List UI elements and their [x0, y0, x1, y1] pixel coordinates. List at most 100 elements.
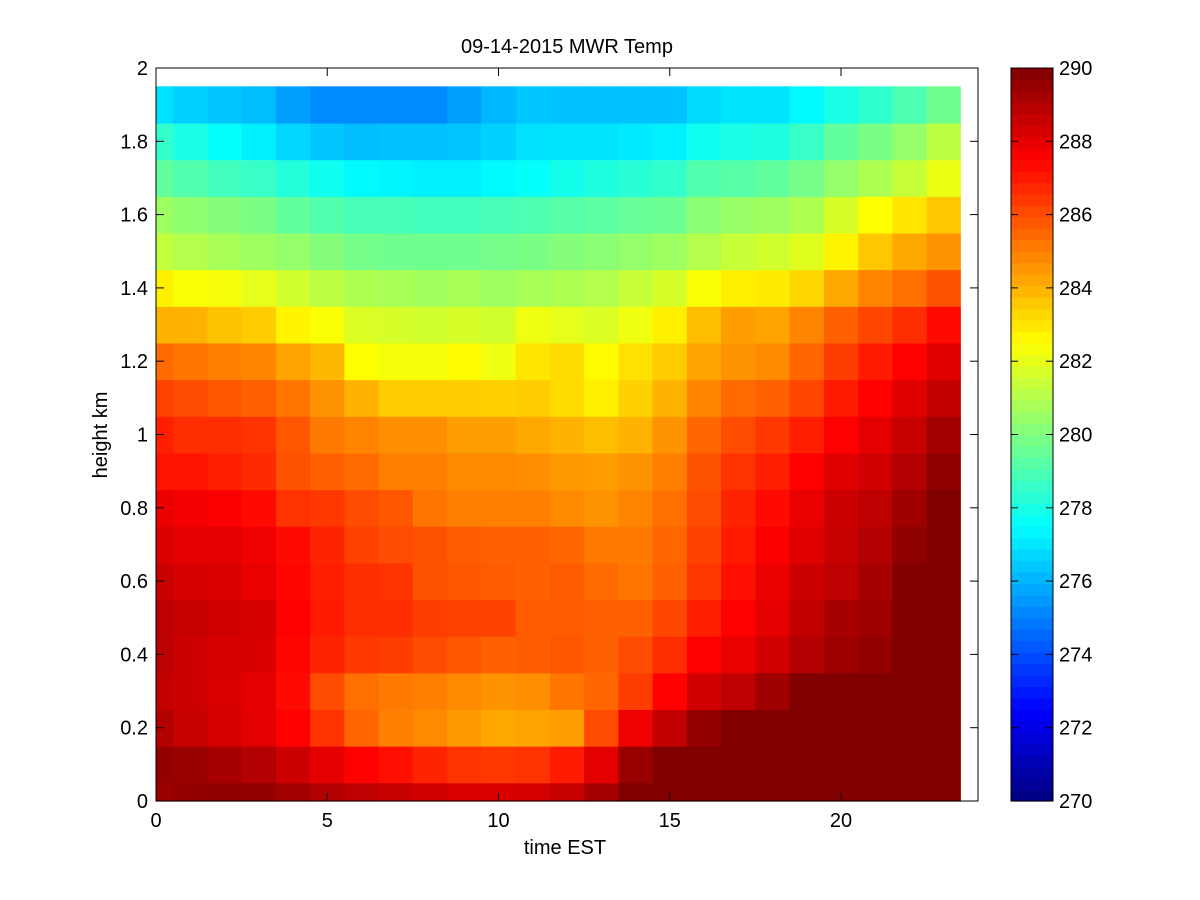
- colorbar-segment: [1011, 285, 1053, 298]
- heatmap-cell: [926, 86, 962, 124]
- colorbar-segment: [1011, 68, 1053, 81]
- heatmap-cell: [241, 379, 277, 417]
- heatmap-cell: [858, 122, 893, 161]
- heatmap-cell: [618, 196, 654, 234]
- heatmap-cell: [156, 269, 174, 307]
- heatmap-cell: [789, 269, 825, 307]
- heatmap-cell: [481, 599, 517, 637]
- heatmap-cell: [481, 232, 517, 271]
- colorbar-segment: [1011, 709, 1053, 722]
- heatmap-cell: [721, 562, 756, 601]
- heatmap-cell: [481, 416, 517, 454]
- heatmap-cell: [275, 672, 311, 710]
- heatmap-cell: [618, 746, 654, 784]
- heatmap-cell: [823, 672, 859, 710]
- x-axis-label: time EST: [524, 837, 606, 859]
- heatmap-cell: [156, 86, 174, 124]
- heatmap-cell: [755, 562, 791, 601]
- heatmap-cell: [823, 379, 859, 417]
- heatmap-cell: [686, 782, 722, 802]
- heatmap-cell: [412, 379, 448, 417]
- x-tick-label: 10: [487, 810, 509, 832]
- heatmap-cell: [173, 86, 208, 124]
- heatmap-cell: [412, 452, 448, 491]
- colorbar-segment: [1011, 480, 1053, 493]
- heatmap-cell: [378, 416, 414, 454]
- colorbar-segment: [1011, 297, 1053, 310]
- heatmap-cell: [447, 526, 482, 564]
- heatmap-cell: [892, 342, 928, 381]
- heatmap-cell: [755, 746, 791, 784]
- heatmap-cell: [652, 709, 688, 747]
- heatmap-cell: [515, 746, 551, 784]
- heatmap-cell: [858, 232, 893, 271]
- colorbar-segment: [1011, 193, 1053, 207]
- heatmap-cell: [926, 306, 962, 344]
- heatmap-cell: [686, 746, 722, 784]
- heatmap-cell: [926, 782, 962, 802]
- heatmap-cell: [378, 196, 414, 234]
- heatmap-cell: [241, 782, 277, 802]
- heatmap-cell: [207, 379, 243, 417]
- y-axis-ticks: 0 0.2 0.4 0.6 0.8 1 1.2 1.4 1.6 1.8 2: [120, 58, 978, 813]
- heatmap-cell: [412, 416, 448, 454]
- heatmap-cell: [481, 196, 517, 234]
- heatmap-cell: [823, 746, 859, 784]
- heatmap-cell: [755, 416, 791, 454]
- heatmap-cell: [412, 342, 448, 381]
- heatmap-cell: [721, 416, 756, 454]
- colorbar-segment: [1011, 594, 1053, 607]
- heatmap-cell: [241, 122, 277, 161]
- colorbar-tick-label: 288: [1059, 131, 1092, 153]
- heatmap-cell: [755, 269, 791, 307]
- heatmap-cell: [892, 86, 928, 124]
- heatmap-cell: [447, 562, 482, 601]
- heatmap-cell: [515, 562, 551, 601]
- heatmap-cell: [344, 342, 380, 381]
- y-tick-label: 1.6: [120, 205, 148, 227]
- colorbar-segment: [1011, 251, 1053, 264]
- heatmap-cell: [926, 599, 962, 637]
- heatmap-cell: [156, 379, 174, 417]
- heatmap-cell: [618, 232, 654, 271]
- heatmap-cell: [892, 306, 928, 344]
- heatmap-cell: [275, 269, 311, 307]
- heatmap-cell: [344, 782, 380, 802]
- heatmap-cell: [378, 342, 414, 381]
- heatmap-cell: [241, 269, 277, 307]
- heatmap-cell: [173, 526, 208, 564]
- heatmap-cell: [207, 599, 243, 637]
- heatmap-cell: [926, 709, 962, 747]
- heatmap-cell: [156, 599, 174, 637]
- heatmap-cell: [584, 159, 619, 197]
- colorbar-segment: [1011, 354, 1053, 367]
- heatmap-cell: [412, 562, 448, 601]
- heatmap-cell: [892, 562, 928, 601]
- heatmap-cell: [515, 782, 551, 802]
- heatmap-cell: [173, 122, 208, 161]
- colorbar-segment: [1011, 216, 1053, 229]
- heatmap-cell: [412, 122, 448, 161]
- heatmap-cell: [584, 636, 619, 674]
- heatmap-cell: [549, 709, 585, 747]
- heatmap-cell: [686, 416, 722, 454]
- heatmap-cell: [344, 379, 380, 417]
- heatmap-cell: [515, 159, 551, 197]
- heatmap-cell: [481, 452, 517, 491]
- heatmap-cell: [447, 489, 482, 527]
- heatmap-cell: [584, 746, 619, 784]
- heatmap-cell: [926, 562, 962, 601]
- heatmap-cell: [173, 196, 208, 234]
- heatmap-cell: [858, 709, 893, 747]
- heatmap-cell: [378, 782, 414, 802]
- heatmap-cell: [241, 526, 277, 564]
- heatmap-cell: [310, 196, 345, 234]
- heatmap-cell: [378, 746, 414, 784]
- heatmap-cell: [412, 196, 448, 234]
- heatmap-cell: [549, 86, 585, 124]
- heatmap-cell: [173, 342, 208, 381]
- colorbar-segment: [1011, 90, 1053, 103]
- heatmap-cell: [823, 782, 859, 802]
- heatmap-cell: [412, 232, 448, 271]
- heatmap-cell: [584, 306, 619, 344]
